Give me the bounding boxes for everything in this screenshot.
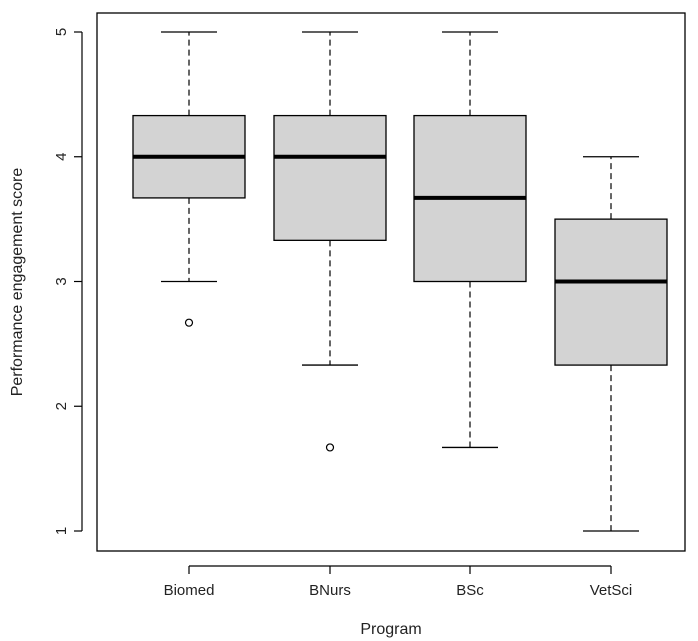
box-vetsci — [554, 156, 668, 532]
box-biomed — [132, 31, 246, 327]
x-tick-label: BSc — [456, 582, 484, 599]
y-axis-title: Performance engagement score — [9, 168, 26, 397]
y-tick-label: 5 — [53, 28, 70, 36]
outlier-point — [184, 318, 194, 327]
x-axis: Biomed BNurs BSc VetSci — [164, 565, 633, 599]
x-tick-label: BNurs — [309, 582, 351, 599]
boxes — [132, 31, 668, 532]
y-axis: 1 2 3 4 5 — [53, 28, 83, 535]
plot-frame — [96, 12, 686, 552]
x-tick-label: VetSci — [590, 582, 633, 599]
x-tick-label: Biomed — [164, 582, 215, 599]
outlier-point — [325, 443, 335, 452]
iqr-box — [554, 218, 668, 366]
iqr-box — [273, 114, 387, 241]
x-axis-title: Program — [360, 621, 421, 638]
y-tick-label: 3 — [53, 277, 70, 285]
box-bnurs — [273, 31, 387, 452]
y-tick-label: 4 — [53, 153, 70, 161]
y-tick-label: 1 — [53, 527, 70, 535]
y-tick-label: 2 — [53, 402, 70, 410]
box-bsc — [413, 31, 527, 449]
